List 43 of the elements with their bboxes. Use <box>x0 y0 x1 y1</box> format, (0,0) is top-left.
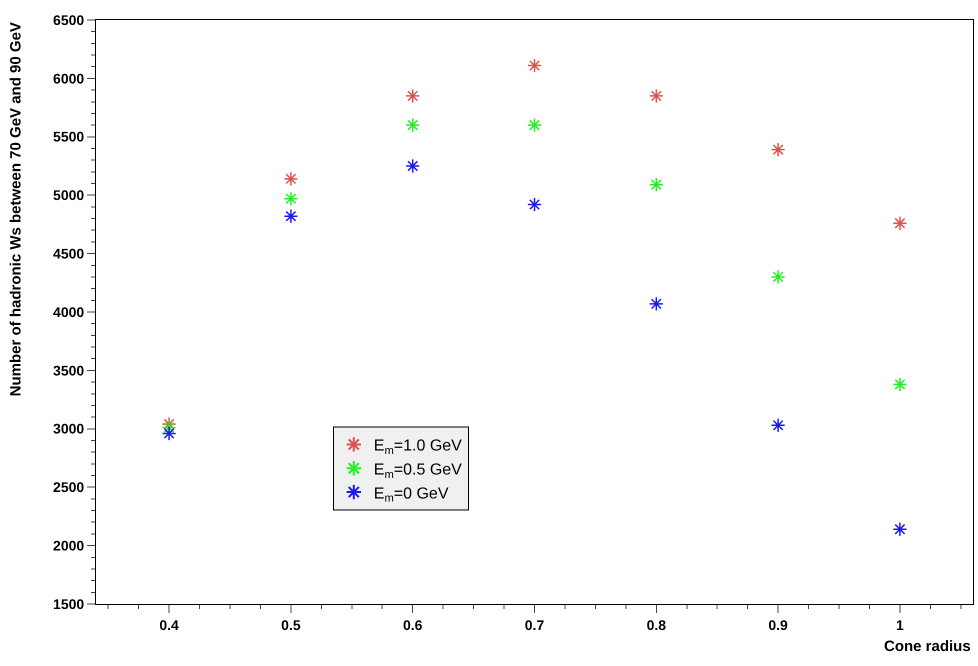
x-tick-label: 0.9 <box>768 616 788 633</box>
y-tick-label: 4000 <box>53 304 84 320</box>
point <box>648 177 664 192</box>
point <box>892 216 908 231</box>
legend-label: E$_{m}$=1.0 GeV <box>374 438 462 458</box>
point <box>284 172 298 186</box>
x-tick-label: 0.5 <box>281 616 301 633</box>
y-tick-label: 3500 <box>53 362 84 378</box>
point <box>527 58 542 73</box>
y-tick-label: 5000 <box>53 187 84 204</box>
y-tick-label: 3000 <box>53 420 84 437</box>
point <box>405 88 420 104</box>
point <box>162 426 176 441</box>
point <box>892 522 908 537</box>
y-tick-label: 2500 <box>53 479 84 496</box>
x-axis-title: Cone radius <box>884 638 971 655</box>
point <box>405 158 420 174</box>
x-tick-label: 0.7 <box>524 616 544 633</box>
point <box>284 208 298 224</box>
point <box>770 270 786 284</box>
y-tick-label: 1500 <box>53 596 84 612</box>
y-tick-label: 2000 <box>53 538 84 554</box>
point <box>892 377 908 392</box>
y-tick-label: 6500 <box>53 12 84 28</box>
point <box>162 420 176 435</box>
point <box>284 191 298 206</box>
legend-label: E$_{m}$=0.5 GeV <box>374 462 462 481</box>
y-axis-title: Number of hadronic Ws between 70 GeV and 90 GeV <box>7 22 24 396</box>
legend-label: E$_{m}$=0 GeV <box>374 485 449 505</box>
x-tick-label: 0.6 <box>402 616 423 633</box>
point <box>648 88 664 104</box>
x-tick-label: 0.4 <box>159 616 180 633</box>
y-tick-label: 6000 <box>53 70 84 86</box>
x-tick-label: 1 <box>896 616 904 633</box>
point <box>770 418 786 433</box>
point <box>770 142 786 157</box>
point <box>405 118 420 132</box>
x-tick-label: 0.8 <box>646 616 666 633</box>
point <box>648 296 664 312</box>
point <box>527 197 542 212</box>
point <box>527 118 542 132</box>
y-tick-label: 5500 <box>53 128 84 145</box>
y-tick-label: 4500 <box>53 246 84 262</box>
